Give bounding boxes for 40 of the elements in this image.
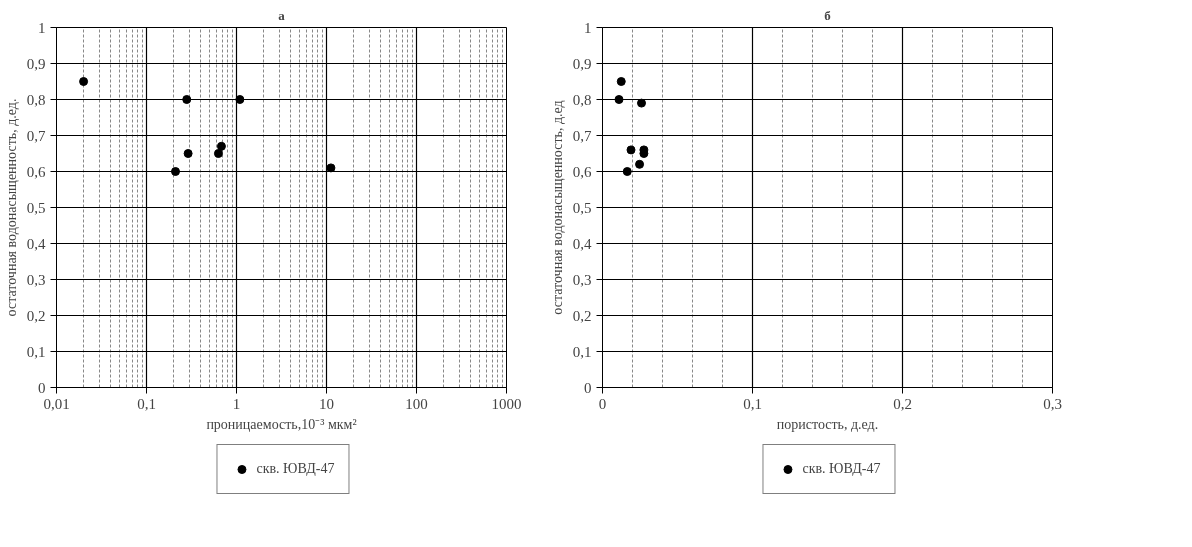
y-tick-label: 0,1	[26, 343, 46, 360]
x-tick-label: 0,3	[1043, 395, 1062, 412]
x-tick-label: 0,1	[743, 395, 762, 412]
y-tick-label: 0,6	[26, 163, 46, 180]
x-tick-label: 1	[232, 395, 241, 412]
x-axis-title: пористость, д.ед.	[776, 416, 879, 432]
x-tick-label: 0,2	[893, 395, 912, 412]
y-tick-label: 0	[38, 379, 46, 396]
chart-title: а	[278, 7, 286, 23]
y-tick-label: 0,2	[572, 307, 592, 324]
y-tick-label: 0,7	[572, 127, 592, 144]
y-tick-label: 0,4	[572, 235, 592, 252]
y-tick-label: 0,5	[572, 199, 592, 216]
legend-label: скв. ЮВД-47	[802, 461, 881, 477]
y-tick-label: 0,6	[572, 163, 592, 180]
y-tick-label: 0,1	[572, 343, 592, 360]
y-tick-label: 0,7	[26, 127, 46, 144]
x-tick-label: 100	[405, 395, 428, 412]
y-tick-label: 0,8	[572, 91, 592, 108]
x-tick-label: 0,01	[43, 395, 70, 412]
x-axis-title: проницаемость,10⁻³ мкм²	[206, 416, 357, 432]
x-tick-label: 10	[319, 395, 334, 412]
y-tick-label: 0,3	[572, 271, 592, 288]
x-tick-label: 0	[598, 395, 607, 412]
x-tick-label: 0,1	[137, 395, 156, 412]
y-tick-label: 0	[584, 379, 592, 396]
y-tick-label: 1	[38, 19, 46, 36]
y-tick-label: 0,4	[26, 235, 46, 252]
legend-label: скв. ЮВД-47	[256, 461, 335, 477]
y-tick-label: 0,3	[26, 271, 46, 288]
y-tick-label: 0,2	[26, 307, 46, 324]
y-axis-title: остаточная водонасыщенность, д.ед.	[3, 98, 19, 317]
chart-title: б	[824, 7, 832, 23]
y-axis-title: остаточная водонасыщенность, д.ед	[549, 100, 565, 315]
x-tick-label: 1000	[491, 395, 522, 412]
y-tick-label: 0,8	[26, 91, 46, 108]
y-tick-label: 0,5	[26, 199, 46, 216]
y-tick-label: 1	[584, 19, 592, 36]
y-tick-label: 0,9	[572, 55, 592, 72]
y-tick-label: 0,9	[26, 55, 46, 72]
